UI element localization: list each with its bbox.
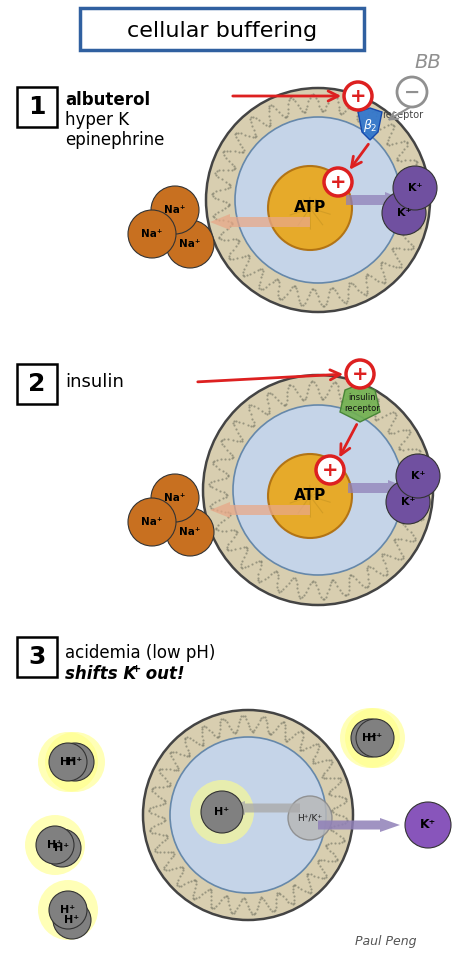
Circle shape — [382, 191, 426, 235]
Text: K⁺: K⁺ — [420, 819, 436, 831]
Circle shape — [396, 454, 440, 498]
Circle shape — [288, 796, 332, 840]
Polygon shape — [210, 502, 310, 518]
Circle shape — [397, 77, 427, 107]
Text: hyper K: hyper K — [65, 111, 129, 129]
Text: −: − — [404, 83, 420, 102]
Text: Na⁺: Na⁺ — [141, 229, 163, 239]
Text: H⁺: H⁺ — [64, 915, 80, 925]
Circle shape — [45, 732, 105, 792]
Circle shape — [53, 901, 91, 939]
FancyBboxPatch shape — [17, 87, 57, 127]
Circle shape — [268, 454, 352, 538]
Circle shape — [405, 802, 451, 848]
Text: +: + — [350, 87, 366, 106]
FancyBboxPatch shape — [17, 364, 57, 404]
Polygon shape — [225, 801, 300, 815]
Text: insulin
receptor: insulin receptor — [344, 393, 380, 413]
Polygon shape — [358, 108, 382, 140]
Text: H⁺: H⁺ — [61, 757, 75, 767]
Text: H⁺: H⁺ — [47, 840, 63, 850]
Text: albuterol: albuterol — [65, 91, 150, 109]
Text: out!: out! — [140, 665, 185, 683]
Circle shape — [190, 780, 254, 844]
Polygon shape — [340, 384, 380, 422]
Text: acidemia (low pH): acidemia (low pH) — [65, 644, 215, 662]
Circle shape — [43, 829, 81, 867]
Text: 3: 3 — [28, 645, 46, 669]
Circle shape — [206, 88, 430, 312]
Text: K⁺: K⁺ — [401, 497, 415, 507]
Circle shape — [356, 719, 394, 757]
Text: K⁺: K⁺ — [408, 183, 422, 193]
Polygon shape — [318, 818, 400, 832]
Circle shape — [268, 166, 352, 250]
Circle shape — [128, 210, 176, 258]
Text: H⁺: H⁺ — [214, 807, 229, 817]
Circle shape — [346, 360, 374, 388]
Circle shape — [386, 480, 430, 524]
Circle shape — [38, 732, 98, 792]
Circle shape — [235, 117, 401, 283]
Circle shape — [49, 891, 87, 929]
Circle shape — [36, 826, 74, 864]
Text: shifts K: shifts K — [65, 665, 136, 683]
Text: ATP: ATP — [294, 489, 326, 503]
Text: H⁺: H⁺ — [55, 843, 70, 853]
Text: $\beta_2$: $\beta_2$ — [363, 116, 377, 133]
Text: H⁺: H⁺ — [363, 733, 378, 743]
Text: BB: BB — [415, 53, 441, 71]
Circle shape — [201, 791, 243, 833]
Circle shape — [38, 880, 98, 940]
Circle shape — [151, 186, 199, 234]
Circle shape — [344, 82, 372, 110]
Text: 2: 2 — [28, 372, 46, 396]
Text: H⁺: H⁺ — [67, 757, 82, 767]
Text: epinephrine: epinephrine — [65, 131, 164, 149]
Circle shape — [203, 375, 433, 605]
Circle shape — [324, 168, 352, 196]
Text: Na⁺: Na⁺ — [179, 239, 201, 249]
Text: Na⁺: Na⁺ — [164, 493, 186, 503]
Circle shape — [151, 474, 199, 522]
Text: +: + — [330, 173, 346, 192]
Text: cellular buffering: cellular buffering — [127, 21, 317, 41]
Text: insulin: insulin — [65, 373, 124, 391]
Text: receptor: receptor — [382, 110, 423, 120]
Circle shape — [170, 737, 326, 893]
Circle shape — [56, 743, 94, 781]
Text: K⁺: K⁺ — [397, 208, 411, 218]
FancyBboxPatch shape — [17, 637, 57, 677]
Circle shape — [143, 710, 353, 920]
Text: +: + — [352, 365, 368, 384]
Text: H⁺/K⁺: H⁺/K⁺ — [298, 813, 323, 823]
Text: Na⁺: Na⁺ — [164, 205, 186, 215]
Circle shape — [49, 743, 87, 781]
Text: H⁺: H⁺ — [367, 733, 383, 743]
Circle shape — [166, 508, 214, 556]
Text: Na⁺: Na⁺ — [141, 517, 163, 527]
Circle shape — [340, 708, 400, 768]
Circle shape — [166, 220, 214, 268]
Text: H⁺: H⁺ — [61, 905, 75, 915]
Text: K⁺: K⁺ — [411, 471, 425, 481]
Circle shape — [345, 708, 405, 768]
Circle shape — [316, 456, 344, 484]
Circle shape — [128, 498, 176, 546]
Polygon shape — [348, 480, 408, 496]
Text: +: + — [132, 664, 141, 674]
Circle shape — [351, 719, 389, 757]
Circle shape — [25, 815, 85, 875]
FancyBboxPatch shape — [80, 8, 364, 50]
Polygon shape — [346, 192, 405, 208]
Circle shape — [393, 166, 437, 210]
Text: ATP: ATP — [294, 201, 326, 215]
Circle shape — [233, 405, 403, 575]
Text: +: + — [322, 461, 338, 480]
Text: Paul Peng: Paul Peng — [355, 935, 417, 948]
Polygon shape — [210, 214, 310, 230]
Text: 1: 1 — [28, 95, 46, 119]
Text: Na⁺: Na⁺ — [179, 527, 201, 537]
